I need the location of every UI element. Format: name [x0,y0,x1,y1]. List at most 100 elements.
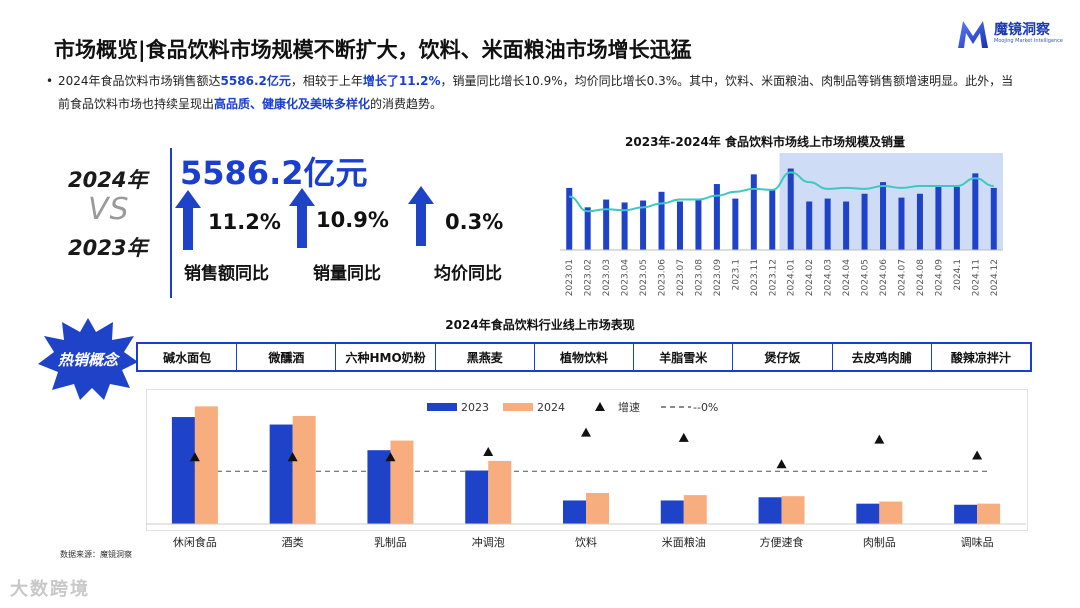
bar-2023 [465,470,489,524]
x-tick-label: 2024.05 [861,259,871,296]
bar-2024 [586,492,609,524]
watermark: 大数跨境 [10,579,90,600]
x-tick-label: 2024.12 [990,259,1000,296]
bar [806,201,813,250]
summary-text-1: 2024年食品饮料市场销售额达 [58,74,221,88]
growth-marker [678,432,689,442]
legend-swatch-2023 [427,403,457,411]
concept-item: 煲仔饭 [733,344,833,370]
monthly-sales-chart: 2023.01 2023.02 2023.03 2023.04 2023.05 2023.… [560,153,1003,296]
legend-label-2023: 2023 [461,401,489,414]
concept-item: 植物饮料 [535,344,635,370]
concept-item: 微醺酒 [237,344,337,370]
summary-text-4: 的消费趋势。 [370,97,443,111]
data-source: 数据来源：魔镜洞察 [60,550,132,559]
x-tick-label: 2024.04 [842,259,852,296]
x-tick-label: 2024.06 [879,259,889,296]
bar-2023 [367,450,391,524]
bar [880,182,887,250]
bar-2023 [269,424,293,524]
x-tick-label: 2024.01 [787,259,797,296]
bar [972,173,979,250]
bar-2024 [194,406,218,524]
category-performance-chart: 2023 2024 增速 --0% 休闲食品 酒类 乳制品 冲调泡 饮料 米面粮油 方便速食 肉制品 调… [146,400,1026,549]
concept-list: 碱水面包 微醺酒 六种HMO奶粉 黑燕麦 植物饮料 羊脂雪米 煲仔饭 去皮鸡肉脯… [136,342,1032,372]
x-tick-label: 2024.03 [824,259,834,296]
x-tick-label: 2024.11 [971,259,981,296]
legend-label-2024: 2024 [537,401,565,414]
bar [843,201,850,250]
x-tick-label: 米面粮油 [662,535,706,549]
logo-name: 魔镜洞察 [994,22,1050,38]
kpi-value-price: 0.3% [445,210,504,234]
bottom-chart-title: 2024年食品饮料行业线上市场表现 [445,318,635,332]
x-tick-label: 2024.07 [897,259,907,296]
logo-subtitle: Moojing Market Intelligence [994,38,1064,44]
bar [713,184,720,250]
hot-concept-badge: 热销概念 [38,318,138,400]
x-tick-label: 2023.1 [731,259,741,291]
kpi-label-price: 均价同比 [434,264,502,284]
page-title: 市场概览|食品饮料市场规模不断扩大，饮料、米面粮油市场增长迅猛 [54,38,692,62]
vs-label: VS [88,192,130,227]
bar-2023 [954,504,978,524]
bar [916,193,923,250]
bar [861,193,868,250]
bar-2024 [683,495,707,524]
legend-label-zero: --0% [693,401,718,414]
growth-marker [287,452,298,462]
bar [990,187,997,250]
growth-marker [581,427,591,437]
hot-concept-label: 热销概念 [57,351,118,369]
bar [640,200,647,250]
x-tick-label: 饮料 [575,535,597,549]
x-tick-label: 肉制品 [863,536,896,549]
bar-2023 [563,500,586,524]
kpi-label-sales: 销售额同比 [184,264,269,284]
x-tick-label: 2023.08 [694,259,704,296]
x-tick-label: 乳制品 [374,536,407,549]
growth-marker [874,434,885,444]
kpi-value-volume: 10.9% [316,208,389,232]
highlight-region [779,153,1003,250]
bar [732,198,739,250]
summary-text-2: ，相较于上年 [290,74,363,88]
bar [935,185,942,250]
summary-highlight-growth: 增长了11.2% [362,74,441,88]
x-tick-label: 2024.02 [805,259,815,296]
growth-marker [483,446,494,456]
concept-item: 去皮鸡肉脯 [833,344,932,370]
arrow-up-icon [408,186,434,246]
year-previous: 2023年 [68,236,148,260]
kpi-value-sales: 11.2% [208,210,281,234]
legend-swatch-2024 [503,403,533,411]
x-tick-label: 酒类 [282,535,304,549]
bar-2024 [292,415,316,524]
bar [584,207,591,250]
logo-m-icon [958,21,988,48]
x-tick-label: 方便速食 [760,535,804,549]
kpi-label-volume: 销量同比 [313,264,381,284]
bar-2023 [856,503,880,524]
summary-paragraph: • 2024年食品饮料市场销售额达5586.2亿元，相较于上年增长了11.2%，销… [46,70,1018,116]
year-current: 2024年 [68,168,148,192]
concept-item: 羊脂雪米 [634,344,734,370]
concept-item: 六种HMO奶粉 [336,344,436,370]
bar [658,191,665,250]
summary-highlight-trends: 高品质、健康化及美味多样化 [214,97,371,111]
bar [953,186,960,250]
concept-item: 碱水面包 [138,344,238,370]
x-tick-label: 冲调泡 [472,535,505,549]
divider [170,148,172,298]
bar-2024 [781,496,805,524]
brand-logo: 魔镜洞察 Moojing Market Intelligence [956,16,1066,52]
bar [603,199,610,250]
bar [676,201,683,250]
x-tick-label: 2024.09 [934,259,944,296]
concept-item: 酸辣凉拌汁 [950,350,1011,365]
top-chart-title: 2023年-2024年 食品饮料市场线上市场规模及销量 [625,135,905,149]
legend-label-growth: 增速 [618,400,640,414]
growth-marker [776,459,787,469]
x-tick-label: 调味品 [961,536,994,549]
bar-2024 [488,460,512,524]
